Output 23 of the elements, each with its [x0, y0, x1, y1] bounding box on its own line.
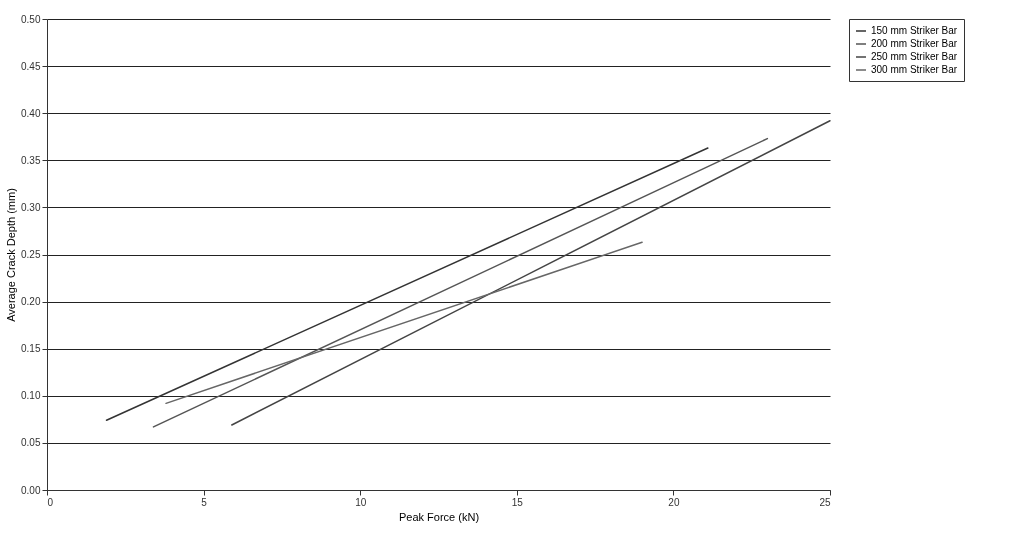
x-tick-label: 10	[355, 496, 367, 508]
y-tick-label: 0.30	[21, 201, 41, 213]
y-tick-label: 0.00	[21, 484, 41, 496]
legend-label: 150 mm Striker Bar	[871, 25, 958, 36]
y-axis-title: Average Crack Depth (mm)	[5, 188, 18, 322]
legend-label: 200 mm Striker Bar	[871, 38, 958, 49]
legend-label: 250 mm Striker Bar	[871, 51, 958, 62]
x-tick-label: 5	[201, 496, 208, 508]
y-tick-label: 0.10	[21, 390, 41, 402]
y-tick-label: 0.50	[21, 13, 41, 25]
y-tick-label: 0.25	[21, 249, 41, 260]
x-axis-title: Peak Force (kN)	[398, 510, 480, 523]
y-tick-label: 0.35	[21, 154, 41, 166]
y-tick-label: 0.05	[21, 437, 41, 449]
x-tick-label: 0	[47, 496, 54, 508]
y-tick-label: 0.15	[21, 343, 41, 355]
y-tick-label: 0.45	[21, 60, 41, 72]
x-tick-label: 25	[819, 496, 831, 508]
y-tick-label: 0.20	[21, 296, 41, 308]
legend-label: 300 mm Striker Bar	[871, 64, 958, 75]
y-tick-label: 0.40	[21, 107, 41, 119]
x-tick-label: 15	[511, 496, 524, 508]
x-tick-label: 20	[668, 496, 680, 508]
